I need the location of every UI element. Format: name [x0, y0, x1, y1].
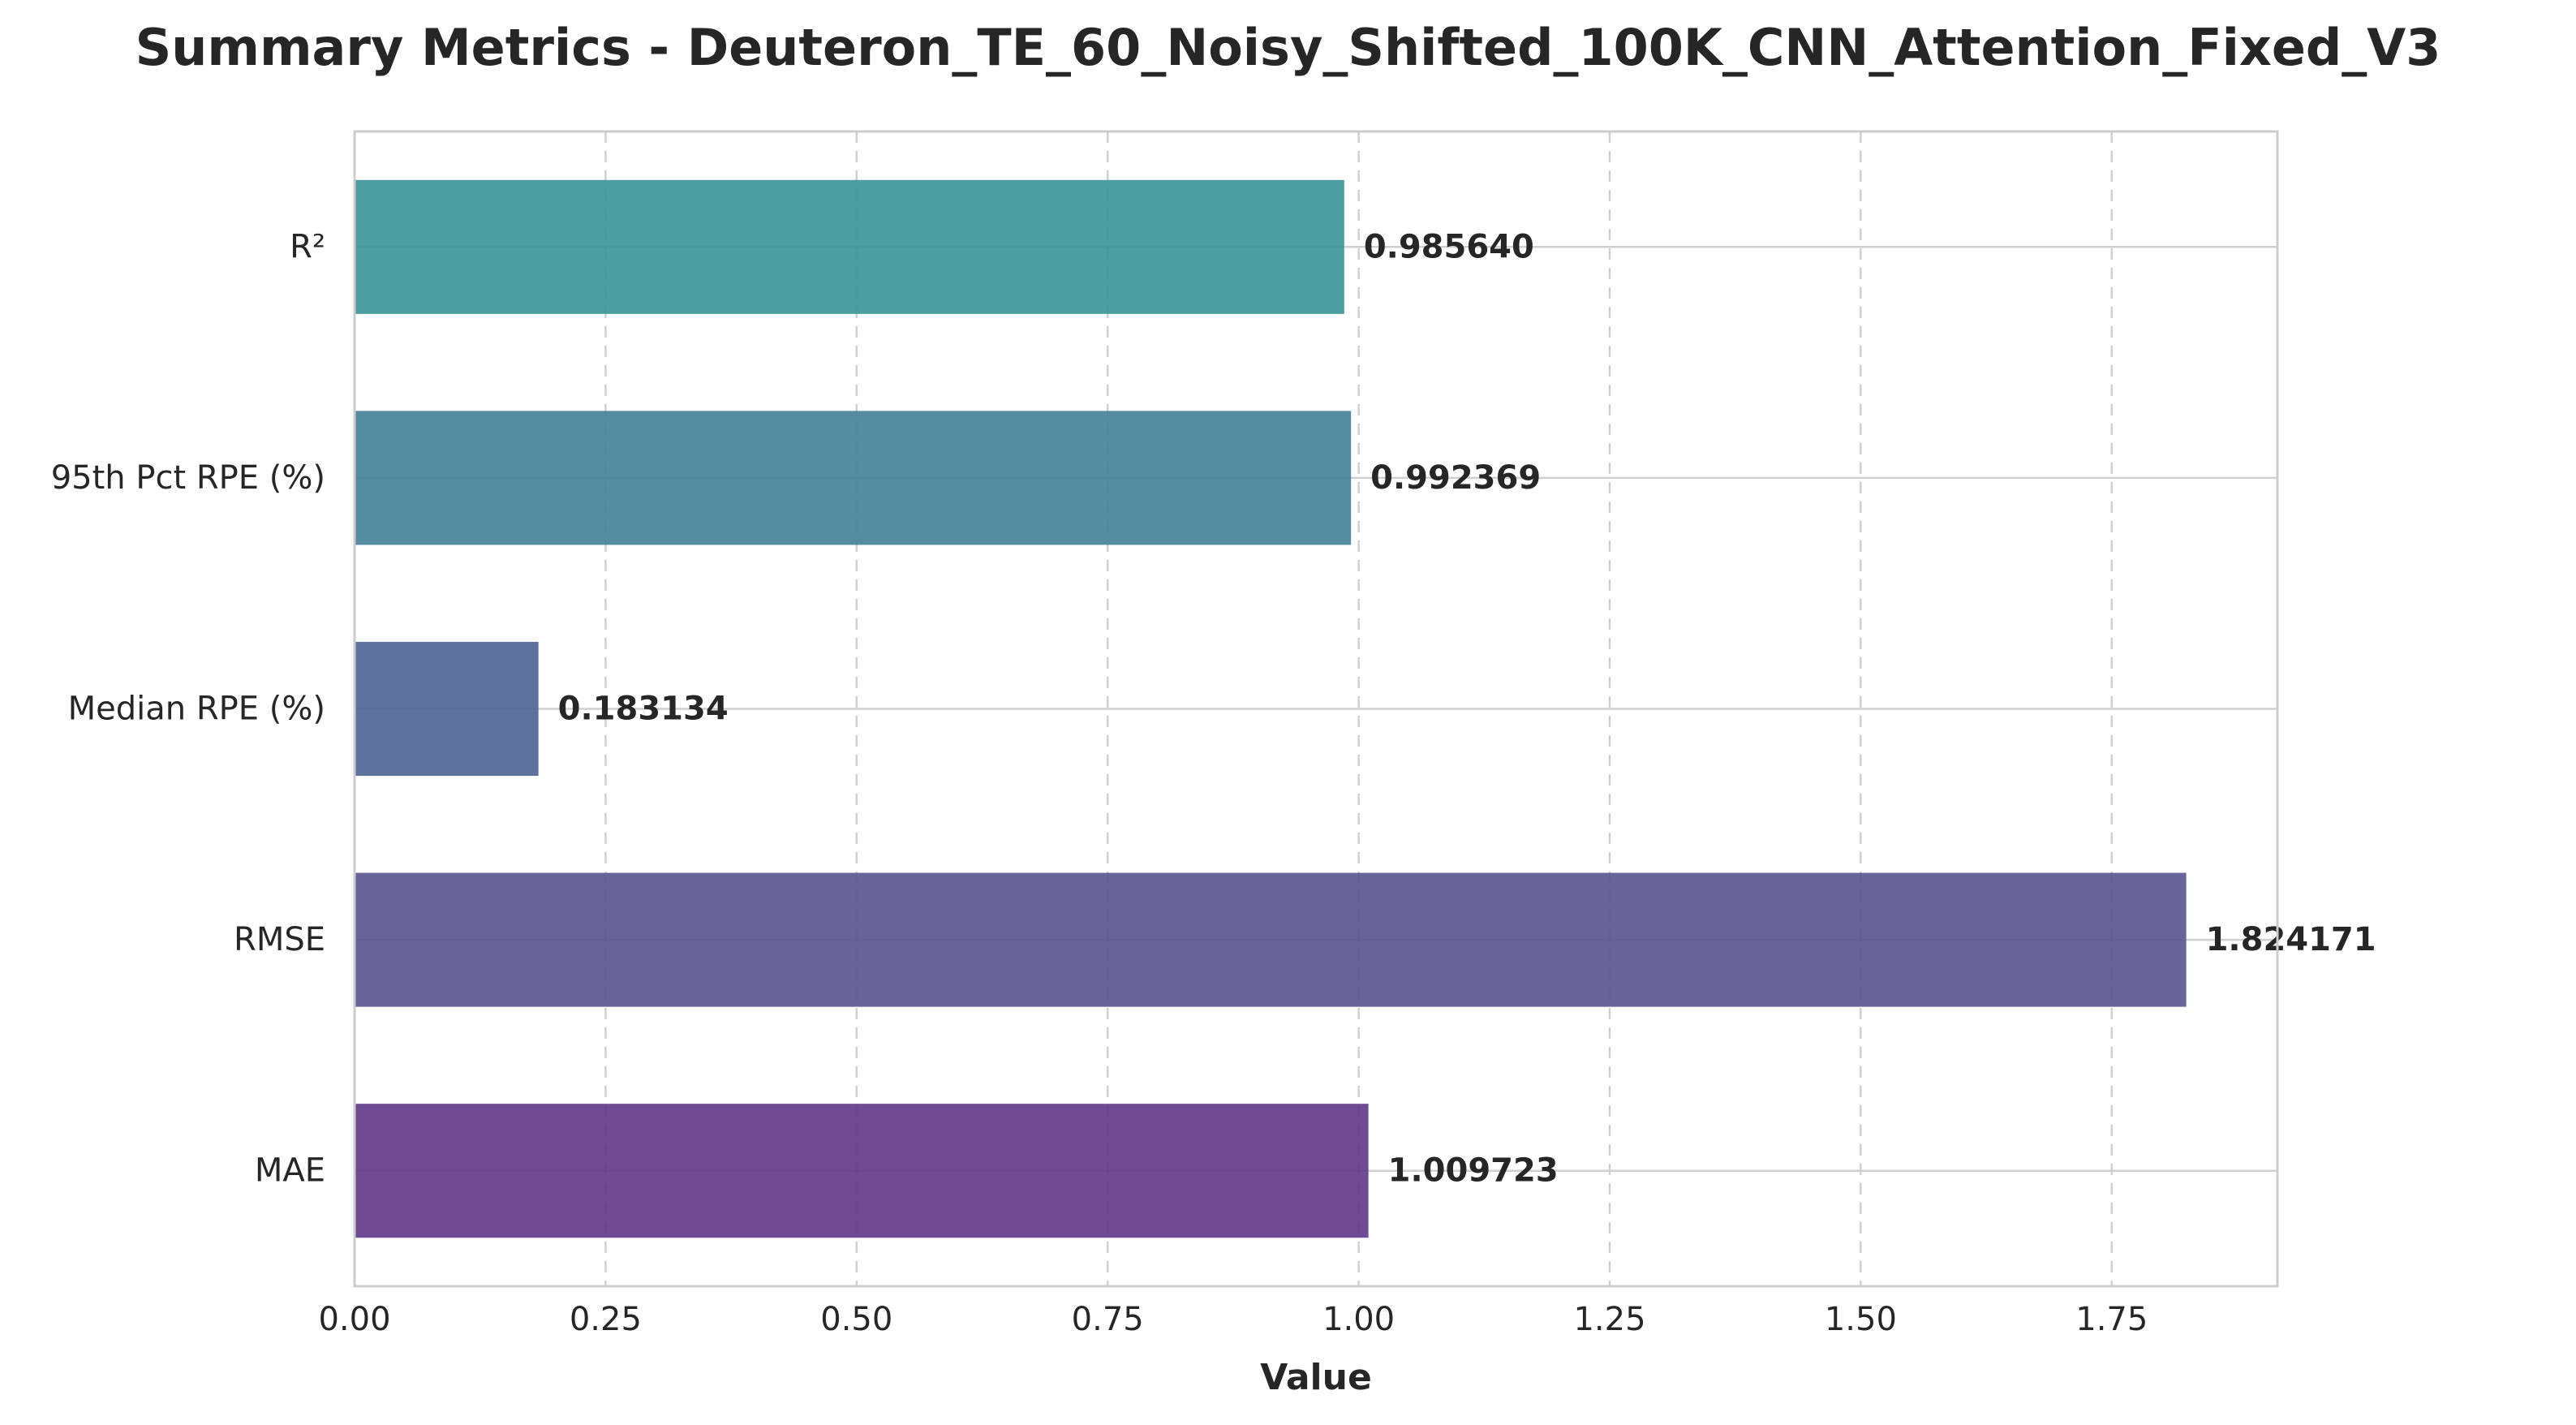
bar — [355, 1104, 1369, 1238]
x-tick-label: 0.00 — [318, 1301, 390, 1338]
bar — [355, 641, 539, 777]
bar — [355, 872, 2187, 1007]
x-tick-label: 1.75 — [2075, 1301, 2148, 1338]
value-label: 0.183134 — [558, 691, 729, 728]
category-label: MAE — [255, 1152, 325, 1190]
x-tick-label: 1.50 — [1825, 1301, 1897, 1338]
bar — [355, 179, 1344, 314]
x-tick-label: 0.25 — [570, 1301, 642, 1338]
category-label: RMSE — [234, 921, 325, 958]
plot-frame — [353, 130, 2279, 1288]
value-label: 1.009723 — [1388, 1152, 1559, 1190]
x-tick-label: 0.50 — [820, 1301, 892, 1338]
value-label: 0.985640 — [1364, 228, 1534, 265]
chart-title: Summary Metrics - Deuteron_TE_60_Noisy_S… — [135, 18, 2441, 77]
value-label: 0.992369 — [1370, 459, 1541, 497]
category-label: Median RPE (%) — [68, 691, 325, 728]
x-tick-label: 1.00 — [1322, 1301, 1395, 1338]
category-label: 95th Pct RPE (%) — [51, 459, 325, 497]
category-label: R² — [290, 228, 325, 265]
x-tick-label: 0.75 — [1072, 1301, 1144, 1338]
value-label: 1.824171 — [2206, 921, 2376, 958]
axis-layer: R² 95th Pct RPE (%) Median RPE (%) RMSE MAE 0… — [51, 130, 2279, 1338]
x-tick-label: 1.25 — [1573, 1301, 1645, 1338]
bar-layer: 0.985640 0.992369 0.183134 1.824171 1.009723 — [355, 179, 2376, 1238]
x-axis-label: Value — [1260, 1357, 1372, 1398]
bar — [355, 411, 1352, 545]
